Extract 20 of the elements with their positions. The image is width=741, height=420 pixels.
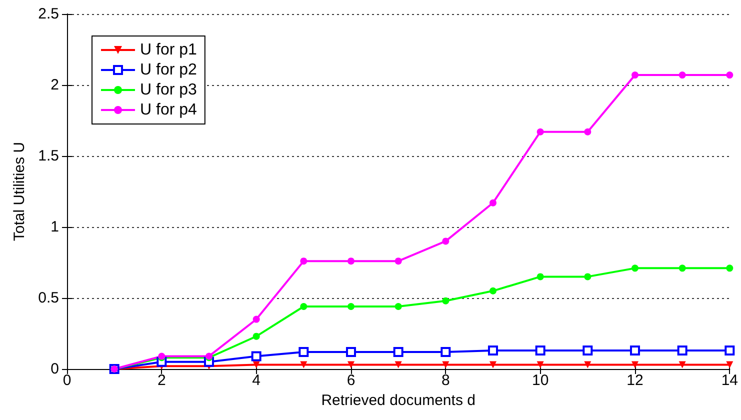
y-tick-label: 2.5 — [38, 6, 59, 22]
x-tick-label: 10 — [532, 372, 549, 389]
x-tick-label: 2 — [157, 372, 166, 389]
x-tick-label: 14 — [721, 372, 738, 389]
legend-label: U for p3 — [140, 82, 198, 98]
y-tick-label: 0.5 — [38, 290, 59, 306]
y-tick-label: 0 — [50, 360, 59, 378]
x-axis-title: Retrieved documents d — [321, 392, 476, 409]
x-tick-label: 4 — [252, 372, 261, 389]
y-tick-label: 1 — [50, 218, 59, 236]
y-axis-title: Total Utilities U — [11, 142, 28, 242]
legend-label: U for p2 — [140, 62, 198, 78]
x-tick-label: 12 — [626, 372, 644, 389]
y-tick-label: 2 — [50, 76, 59, 94]
legend-label: U for p1 — [140, 42, 198, 58]
y-tick-label: 1.5 — [38, 148, 59, 164]
x-tick-label: 0 — [62, 372, 72, 389]
legend-label: U for p4 — [140, 102, 198, 118]
x-tick-label: 8 — [441, 372, 450, 389]
x-tick-label: 6 — [346, 372, 356, 389]
